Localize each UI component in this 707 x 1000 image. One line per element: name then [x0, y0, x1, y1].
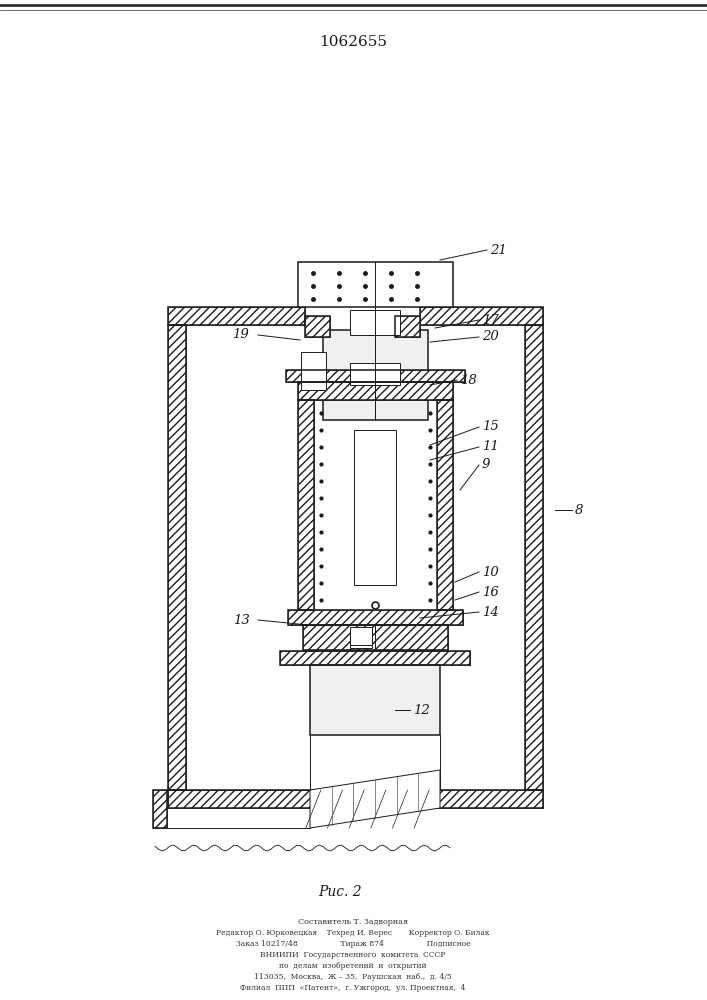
Bar	[168, 307, 305, 325]
Text: 14: 14	[482, 605, 498, 618]
Bar	[350, 630, 372, 648]
Text: по  делам  изобретений  и  открытий: по делам изобретений и открытий	[279, 962, 427, 970]
Bar	[168, 790, 543, 808]
Bar	[323, 330, 428, 420]
Text: 19: 19	[232, 328, 249, 342]
Bar	[280, 651, 470, 665]
Bar	[286, 370, 465, 382]
Text: 18: 18	[460, 373, 477, 386]
Bar	[280, 651, 470, 665]
Text: 21: 21	[490, 243, 507, 256]
Bar	[525, 325, 543, 790]
Text: 9: 9	[482, 458, 491, 472]
Text: 11: 11	[482, 440, 498, 454]
Bar	[298, 382, 453, 400]
Bar	[298, 400, 314, 610]
Bar	[395, 316, 420, 337]
Bar	[168, 790, 543, 808]
Text: ВНИИПИ  Государственного  комитета  СССР: ВНИИПИ Государственного комитета СССР	[260, 951, 445, 959]
Bar	[288, 610, 463, 625]
Text: 16: 16	[482, 585, 498, 598]
Bar	[313, 625, 438, 650]
Text: 15: 15	[482, 420, 498, 434]
Bar	[186, 325, 525, 790]
Bar	[303, 625, 448, 650]
Bar	[303, 625, 448, 650]
Bar	[437, 400, 453, 610]
Bar	[298, 382, 453, 400]
Bar	[350, 310, 400, 335]
Bar	[525, 325, 543, 790]
Bar	[354, 430, 396, 585]
Bar	[314, 400, 437, 610]
Bar	[168, 325, 186, 790]
Text: 10: 10	[482, 566, 498, 578]
Text: 17: 17	[482, 314, 498, 326]
Bar	[168, 325, 186, 790]
Polygon shape	[310, 770, 440, 828]
Text: Puc. 2: Puc. 2	[318, 885, 362, 899]
Bar	[310, 665, 440, 735]
Bar	[350, 363, 400, 385]
Text: Составитель Т. Задворная: Составитель Т. Задворная	[298, 918, 408, 926]
Text: 113035,  Москва,  Ж – 35,  Раушская  наб.,  д. 4/5: 113035, Москва, Ж – 35, Раушская наб., д…	[254, 973, 452, 981]
Bar	[298, 262, 453, 307]
Bar	[153, 790, 167, 828]
Text: Филиал  ППП  «Патент»,  г. Ужгород,  ул. Проектная,  4: Филиал ППП «Патент», г. Ужгород, ул. Про…	[240, 984, 466, 992]
Text: 8: 8	[575, 504, 583, 516]
Bar	[286, 370, 465, 382]
Text: 12: 12	[413, 704, 430, 716]
Bar	[350, 627, 372, 645]
Bar	[305, 316, 330, 337]
Text: 20: 20	[482, 330, 498, 344]
Text: 1062655: 1062655	[319, 35, 387, 49]
Text: Редактор О. Юрковецкая    Техред И. Верес       Корректор О. Билак: Редактор О. Юрковецкая Техред И. Верес К…	[216, 929, 490, 937]
Text: 13: 13	[233, 613, 250, 626]
Bar	[305, 316, 330, 337]
Bar	[301, 352, 326, 390]
Bar	[420, 307, 543, 325]
Bar	[153, 790, 167, 828]
Bar	[298, 400, 314, 610]
Bar	[395, 316, 420, 337]
Bar	[420, 307, 543, 325]
Bar	[288, 610, 463, 625]
Bar	[168, 307, 305, 325]
Bar	[437, 400, 453, 610]
Text: Заказ 10217/48                  Тираж 874                  Подписное: Заказ 10217/48 Тираж 874 Подписное	[235, 940, 470, 948]
